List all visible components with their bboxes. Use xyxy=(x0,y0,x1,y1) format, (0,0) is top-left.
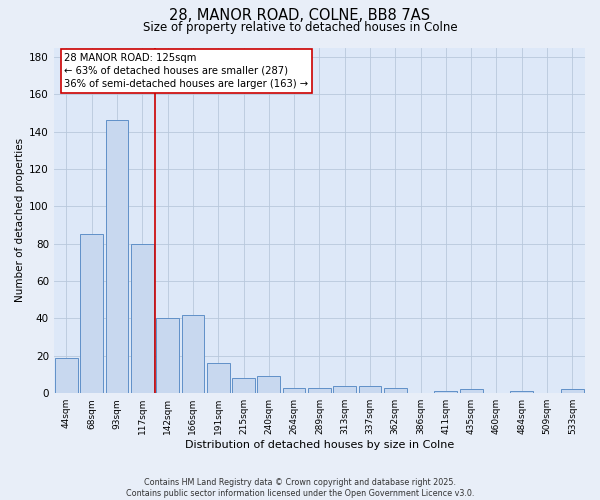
Text: 28, MANOR ROAD, COLNE, BB8 7AS: 28, MANOR ROAD, COLNE, BB8 7AS xyxy=(169,8,431,22)
Bar xyxy=(434,392,457,393)
Bar xyxy=(561,390,584,393)
Bar xyxy=(460,390,482,393)
Text: Size of property relative to detached houses in Colne: Size of property relative to detached ho… xyxy=(143,21,457,34)
X-axis label: Distribution of detached houses by size in Colne: Distribution of detached houses by size … xyxy=(185,440,454,450)
Bar xyxy=(257,376,280,393)
Bar xyxy=(308,388,331,393)
Bar xyxy=(207,364,230,393)
Y-axis label: Number of detached properties: Number of detached properties xyxy=(15,138,25,302)
Bar xyxy=(334,386,356,393)
Bar xyxy=(182,314,204,393)
Text: Contains HM Land Registry data © Crown copyright and database right 2025.
Contai: Contains HM Land Registry data © Crown c… xyxy=(126,478,474,498)
Bar xyxy=(232,378,255,393)
Bar xyxy=(131,244,154,393)
Text: 28 MANOR ROAD: 125sqm
← 63% of detached houses are smaller (287)
36% of semi-det: 28 MANOR ROAD: 125sqm ← 63% of detached … xyxy=(64,52,308,89)
Bar xyxy=(156,318,179,393)
Bar xyxy=(511,392,533,393)
Bar xyxy=(106,120,128,393)
Bar xyxy=(55,358,78,393)
Bar xyxy=(283,388,305,393)
Bar xyxy=(384,388,407,393)
Bar xyxy=(359,386,382,393)
Bar xyxy=(80,234,103,393)
